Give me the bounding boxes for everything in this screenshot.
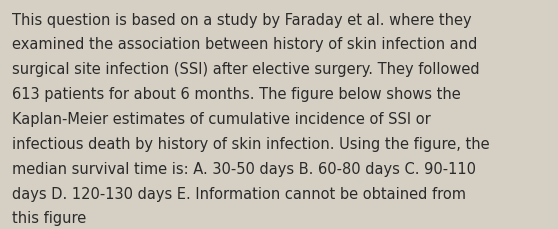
Text: examined the association between history of skin infection and: examined the association between history… [12,37,478,52]
Text: surgical site infection (SSI) after elective surgery. They followed: surgical site infection (SSI) after elec… [12,62,480,77]
Text: infectious death by history of skin infection. Using the figure, the: infectious death by history of skin infe… [12,136,490,151]
Text: this figure: this figure [12,210,86,225]
Text: This question is based on a study by Faraday et al. where they: This question is based on a study by Far… [12,13,472,27]
Text: Kaplan-Meier estimates of cumulative incidence of SSI or: Kaplan-Meier estimates of cumulative inc… [12,112,431,126]
Text: 613 patients for about 6 months. The figure below shows the: 613 patients for about 6 months. The fig… [12,87,461,102]
Text: median survival time is: A. 30-50 days B. 60-80 days C. 90-110: median survival time is: A. 30-50 days B… [12,161,477,176]
Text: days D. 120-130 days E. Information cannot be obtained from: days D. 120-130 days E. Information cann… [12,186,466,201]
